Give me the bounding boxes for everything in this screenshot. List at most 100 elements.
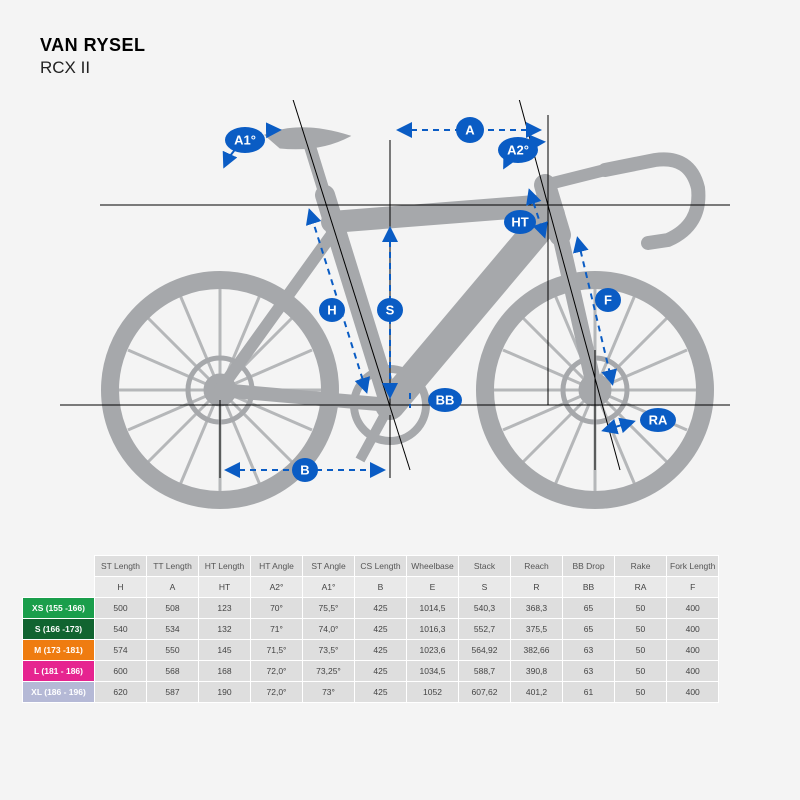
svg-text:F: F (604, 293, 612, 308)
label-ht: HT (504, 210, 536, 234)
svg-text:A2°: A2° (507, 143, 529, 158)
table-col-symbol: B (355, 577, 407, 598)
table-cell: 72,0° (251, 682, 303, 703)
table-header-titles: ST LengthTT LengthHT LengthHT AngleST An… (23, 556, 719, 577)
svg-text:S: S (386, 303, 395, 318)
table-col-symbol: A (147, 577, 199, 598)
table-cell: 588,7 (459, 661, 511, 682)
table-cell: 425 (355, 640, 407, 661)
table-cell: 425 (355, 619, 407, 640)
size-cell: XS (155 -166) (23, 598, 95, 619)
table-cell: 607,62 (459, 682, 511, 703)
table-cell: 50 (615, 640, 667, 661)
table-cell: 425 (355, 598, 407, 619)
svg-text:A1°: A1° (234, 133, 256, 148)
size-cell: XL (186 - 196) (23, 682, 95, 703)
table-col-symbol: A1° (303, 577, 355, 598)
table-cell: 400 (667, 598, 719, 619)
table-col-symbol: HT (199, 577, 251, 598)
table-cell: 390,8 (511, 661, 563, 682)
table-cell: 145 (199, 640, 251, 661)
label-a1: A1° (225, 127, 265, 153)
table-cell: 508 (147, 598, 199, 619)
table-col-symbol: H (95, 577, 147, 598)
table-col-title: BB Drop (563, 556, 615, 577)
table-row: XS (155 -166)50050812370°75,5°4251014,55… (23, 598, 719, 619)
label-b: B (292, 458, 318, 482)
table-cell: 65 (563, 598, 615, 619)
table-col-title: HT Length (199, 556, 251, 577)
table-col-title: TT Length (147, 556, 199, 577)
size-cell: S (166 -173) (23, 619, 95, 640)
table-cell: 190 (199, 682, 251, 703)
svg-text:A: A (465, 123, 475, 138)
table-cell: 70° (251, 598, 303, 619)
table-cell: 74,0° (303, 619, 355, 640)
table-cell: 50 (615, 598, 667, 619)
table-col-symbol: F (667, 577, 719, 598)
table-col-title: Reach (511, 556, 563, 577)
table-cell: 123 (199, 598, 251, 619)
table-cell: 1016,3 (407, 619, 459, 640)
geometry-diagram: A A1° A2° HT F S H BB B RA (50, 100, 750, 510)
table-row: XL (186 - 196)62058719072,0°73°425105260… (23, 682, 719, 703)
svg-text:RA: RA (649, 413, 668, 428)
table-col-symbol: S (459, 577, 511, 598)
table-cell: 564,92 (459, 640, 511, 661)
table-cell: 587 (147, 682, 199, 703)
label-s: S (377, 298, 403, 322)
svg-text:BB: BB (436, 393, 455, 408)
table-cell: 540 (95, 619, 147, 640)
table-row: S (166 -173)54053413271°74,0°4251016,355… (23, 619, 719, 640)
table-cell: 400 (667, 619, 719, 640)
table-cell: 400 (667, 640, 719, 661)
table-cell: 382,66 (511, 640, 563, 661)
table-cell: 574 (95, 640, 147, 661)
table-cell: 50 (615, 661, 667, 682)
table-col-symbol: A2° (251, 577, 303, 598)
svg-text:HT: HT (511, 215, 528, 230)
table-cell: 540,3 (459, 598, 511, 619)
table-cell: 534 (147, 619, 199, 640)
table-cell: 600 (95, 661, 147, 682)
table-cell: 401,2 (511, 682, 563, 703)
table-cell: 73° (303, 682, 355, 703)
size-cell: L (181 - 186) (23, 661, 95, 682)
table-col-title: Wheelbase (407, 556, 459, 577)
table-cell: 65 (563, 619, 615, 640)
table-col-symbol: R (511, 577, 563, 598)
table-row: L (181 - 186)60056816872,0°73,25°4251034… (23, 661, 719, 682)
table-cell: 550 (147, 640, 199, 661)
svg-text:B: B (300, 463, 309, 478)
table-col-title: Fork Length (667, 556, 719, 577)
table-col-symbol: RA (615, 577, 667, 598)
label-a: A (456, 117, 484, 143)
size-cell: M (173 -181) (23, 640, 95, 661)
table-cell: 72,0° (251, 661, 303, 682)
geometry-table: ST LengthTT LengthHT LengthHT AngleST An… (22, 555, 719, 703)
table-body: XS (155 -166)50050812370°75,5°4251014,55… (23, 598, 719, 703)
table-cell: 50 (615, 682, 667, 703)
table-cell: 50 (615, 619, 667, 640)
table-cell: 368,3 (511, 598, 563, 619)
table-cell: 71° (251, 619, 303, 640)
table-cell: 75,5° (303, 598, 355, 619)
label-h: H (319, 298, 345, 322)
table-header-symbols: HAHTA2°A1°BESRBBRAF (23, 577, 719, 598)
table-cell: 620 (95, 682, 147, 703)
model: RCX II (40, 58, 146, 78)
table-cell: 63 (563, 640, 615, 661)
table-cell: 1052 (407, 682, 459, 703)
svg-text:H: H (327, 303, 336, 318)
bike-silhouette (110, 128, 705, 500)
table-cell: 168 (199, 661, 251, 682)
table-col-symbol: BB (563, 577, 615, 598)
table-col-title: Stack (459, 556, 511, 577)
label-ra: RA (640, 408, 676, 432)
table-col-title: Rake (615, 556, 667, 577)
table-cell: 63 (563, 661, 615, 682)
table-cell: 375,5 (511, 619, 563, 640)
table-row: M (173 -181)57455014571,5°73,5°4251023,6… (23, 640, 719, 661)
label-a2: A2° (498, 137, 538, 163)
table-cell: 400 (667, 682, 719, 703)
